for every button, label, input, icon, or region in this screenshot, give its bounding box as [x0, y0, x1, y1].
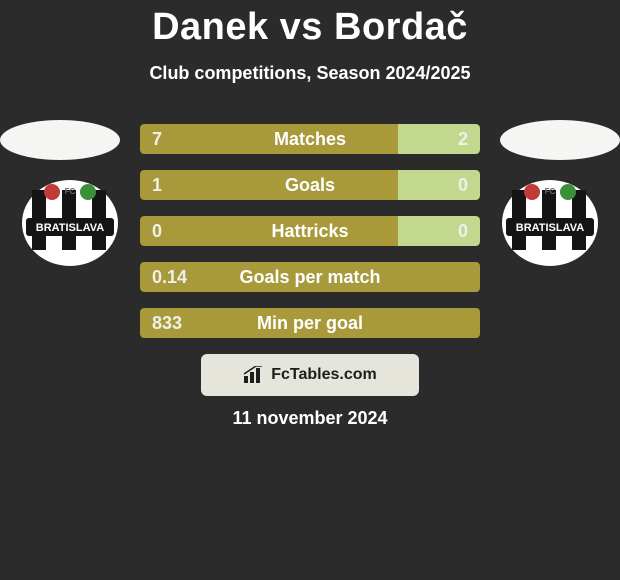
stat-value-right: 2 — [458, 124, 468, 154]
stat-value-left: 0 — [152, 216, 162, 246]
stat-value-right: 0 — [458, 216, 468, 246]
stat-bar: 00Hattricks — [140, 216, 480, 246]
stat-bar: 0.14Goals per match — [140, 262, 480, 292]
bar-segment-left — [140, 262, 480, 292]
page-title: Danek vs Bordač — [0, 0, 620, 49]
stat-bar: 72Matches — [140, 124, 480, 154]
bar-segment-left — [140, 170, 398, 200]
bar-chart-icon — [243, 366, 265, 384]
stat-bar: 10Goals — [140, 170, 480, 200]
svg-text:BRATISLAVA: BRATISLAVA — [36, 222, 104, 234]
stat-value-left: 7 — [152, 124, 162, 154]
brand-badge: FcTables.com — [201, 354, 419, 396]
club-badge-left: BRATISLAVA FC — [20, 178, 120, 268]
svg-text:FC: FC — [545, 187, 556, 196]
bar-segment-left — [140, 308, 480, 338]
stat-value-left: 833 — [152, 308, 182, 338]
svg-text:BRATISLAVA: BRATISLAVA — [516, 222, 584, 234]
club-badge-right: BRATISLAVA FC — [500, 178, 600, 268]
bar-segment-left — [140, 216, 398, 246]
brand-text: FcTables.com — [271, 366, 377, 384]
stat-value-right: 0 — [458, 170, 468, 200]
bar-segment-left — [140, 124, 398, 154]
stat-value-left: 0.14 — [152, 262, 187, 292]
footer-date: 11 november 2024 — [0, 408, 620, 429]
stat-bar: 833Min per goal — [140, 308, 480, 338]
player-photo-right — [500, 120, 620, 160]
stat-value-left: 1 — [152, 170, 162, 200]
player-photo-left — [0, 120, 120, 160]
subtitle: Club competitions, Season 2024/2025 — [0, 63, 620, 84]
svg-text:FC: FC — [65, 187, 76, 196]
stats-chart: 72Matches10Goals00Hattricks0.14Goals per… — [140, 124, 480, 338]
